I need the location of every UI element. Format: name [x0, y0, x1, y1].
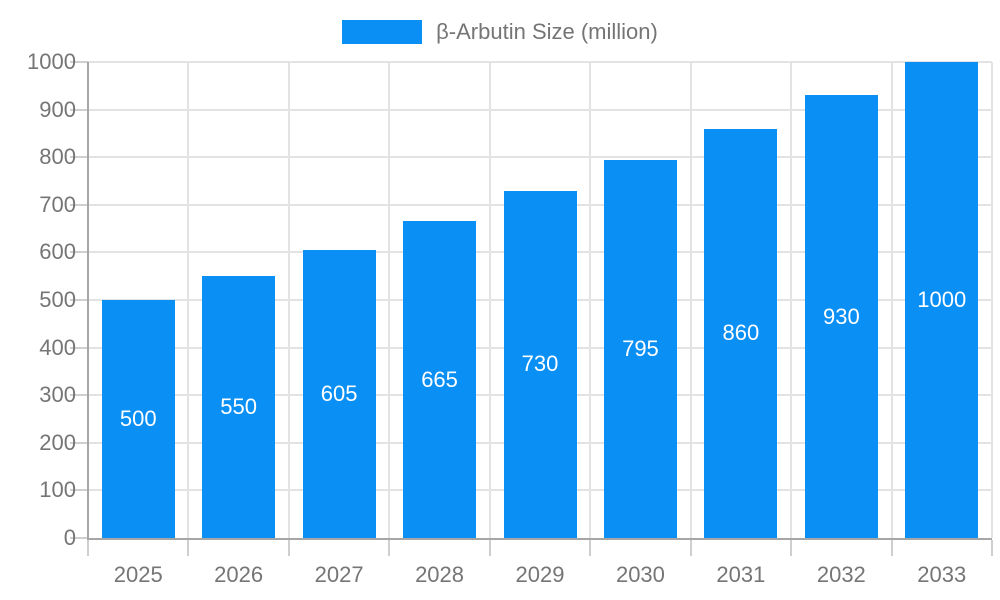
bar[interactable]: 665: [403, 221, 477, 538]
x-tick: [991, 540, 993, 556]
y-axis-label: 300: [39, 382, 76, 408]
x-tick: [388, 540, 391, 556]
x-axis-label: 2031: [716, 562, 766, 587]
y-tick: [70, 61, 88, 63]
bar-value-label: 665: [421, 366, 458, 392]
bar[interactable]: 500: [101, 300, 175, 538]
y-axis-label: 800: [39, 144, 76, 170]
y-tick: [70, 203, 88, 206]
bar-value-label: 500: [119, 406, 157, 431]
x-tick: [287, 540, 290, 556]
bar-value-label: 930: [822, 303, 860, 329]
x-axis-label: 2032: [816, 562, 866, 587]
x-axis-label: 2029: [515, 562, 565, 587]
x-axis-label: 2030: [615, 562, 665, 587]
x-axis-label: 2026: [214, 562, 264, 587]
y-axis-label: 0: [63, 525, 76, 550]
v-gridline: [991, 62, 993, 538]
legend-item[interactable]: β-Arbutin Size (million): [342, 20, 658, 44]
v-gridline: [890, 62, 893, 538]
y-axis-label: 600: [39, 239, 76, 265]
bar[interactable]: 730: [503, 190, 577, 538]
y-tick: [70, 537, 88, 539]
y-gridline: [88, 108, 992, 111]
y-gridline: [88, 156, 992, 159]
bar[interactable]: 1000: [905, 62, 979, 538]
y-axis-line: [87, 62, 89, 539]
plot-area: 500 550 605 665 730 795 860 930 1000: [70, 61, 993, 556]
bar[interactable]: 795: [603, 159, 677, 538]
y-tick: [70, 346, 88, 349]
bar-value-label: 1000: [917, 287, 967, 312]
x-tick: [689, 540, 692, 556]
x-tick: [488, 540, 491, 556]
y-axis-label: 100: [39, 477, 76, 503]
v-gridline: [388, 62, 391, 538]
bar-value-label: 860: [722, 320, 760, 346]
bar[interactable]: 860: [704, 128, 778, 538]
v-gridline: [488, 62, 491, 538]
y-tick: [70, 299, 88, 301]
y-tick: [70, 394, 88, 397]
v-gridline: [689, 62, 692, 538]
x-axis-label: 2033: [917, 562, 967, 587]
bar-value-label: 730: [521, 351, 559, 377]
bar-value-label: 795: [622, 335, 659, 361]
x-tick: [890, 540, 893, 556]
x-axis-label: 2025: [113, 562, 163, 587]
v-gridline: [287, 62, 290, 538]
x-tick: [187, 540, 190, 556]
y-axis-label: 500: [39, 287, 76, 312]
legend-label: β-Arbutin Size (million): [436, 19, 658, 44]
bar-value-label: 550: [220, 394, 258, 420]
y-tick: [70, 441, 88, 444]
y-tick: [70, 489, 88, 492]
x-axis-label: 2028: [415, 562, 465, 587]
y-gridline: [88, 61, 992, 63]
v-gridline: [790, 62, 793, 538]
y-axis-label: 900: [39, 96, 76, 122]
x-tick: [589, 540, 592, 556]
y-tick: [70, 251, 88, 254]
y-axis-label: 700: [39, 191, 76, 217]
y-axis-label: 200: [39, 429, 76, 455]
bar[interactable]: 605: [302, 250, 376, 538]
y-axis-label: 400: [39, 334, 76, 360]
y-tick: [70, 156, 88, 159]
legend: β-Arbutin Size (million): [0, 20, 1000, 44]
bar[interactable]: 930: [804, 95, 878, 538]
x-tick: [87, 540, 89, 556]
legend-swatch-icon: [342, 20, 423, 44]
x-tick: [790, 540, 793, 556]
y-tick: [70, 108, 88, 111]
v-gridline: [589, 62, 592, 538]
x-axis-label: 2027: [314, 562, 364, 587]
v-gridline: [187, 62, 190, 538]
bar-value-label: 605: [320, 381, 358, 407]
y-axis-label: 1000: [27, 49, 76, 74]
bar[interactable]: 550: [202, 276, 276, 538]
x-axis-line: [87, 538, 992, 540]
